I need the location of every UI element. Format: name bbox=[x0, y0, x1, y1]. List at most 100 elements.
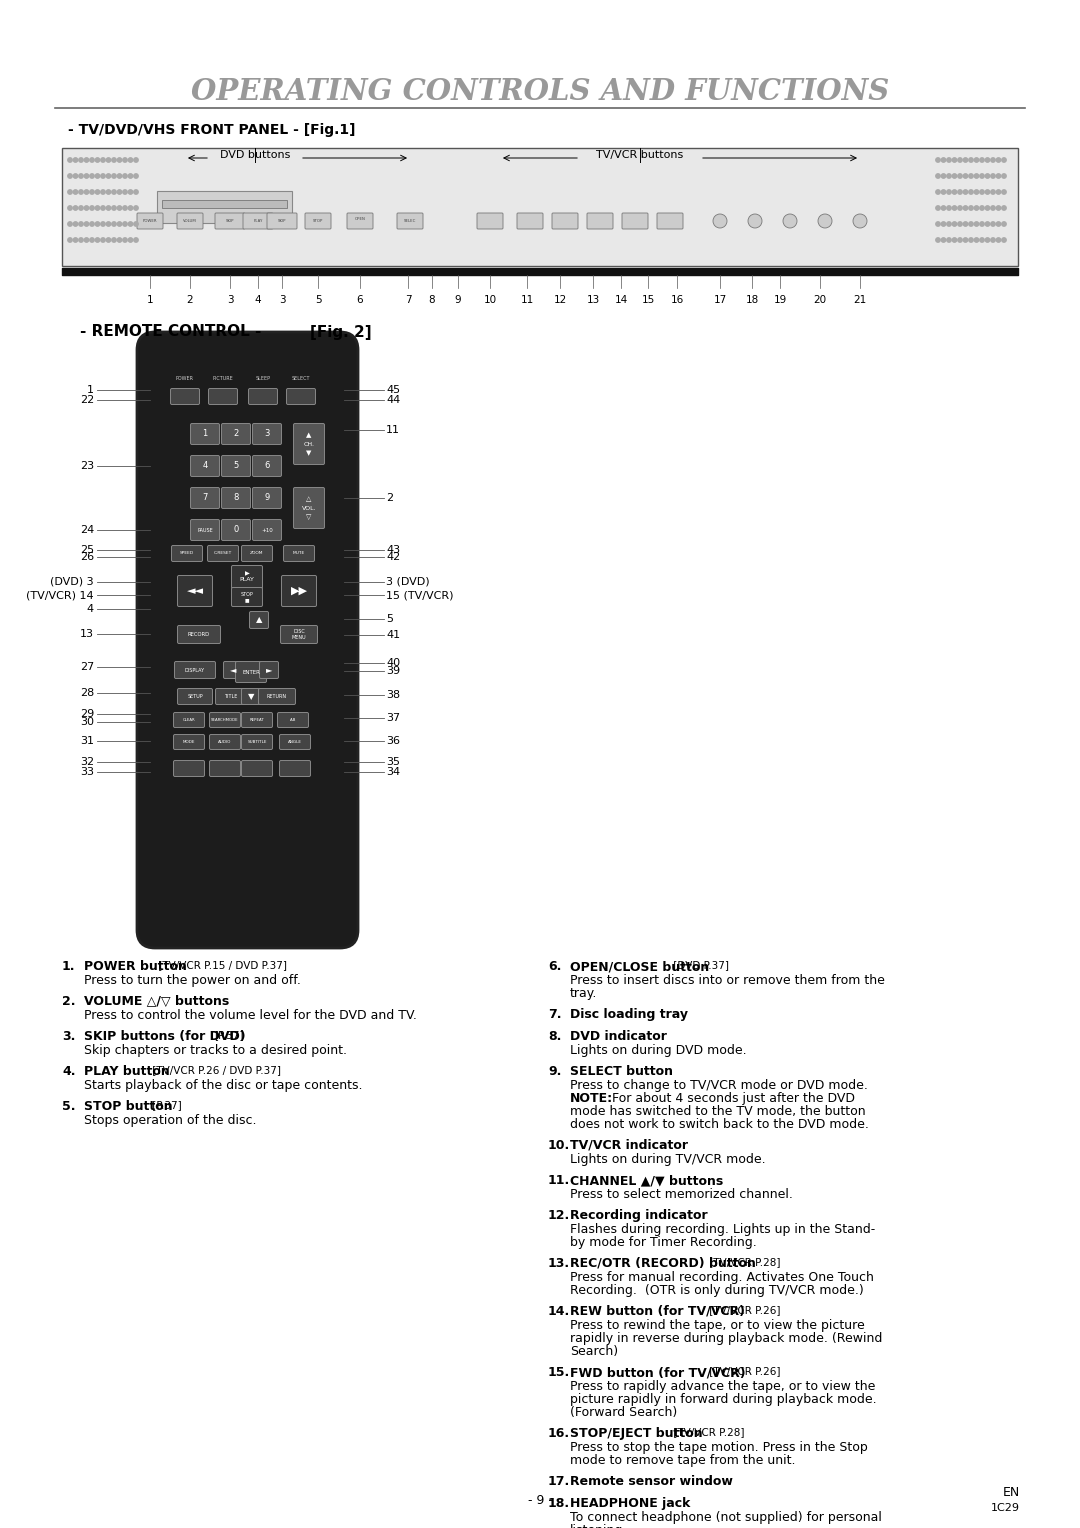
Circle shape bbox=[1002, 189, 1007, 194]
Circle shape bbox=[95, 174, 99, 179]
Circle shape bbox=[947, 189, 951, 194]
FancyBboxPatch shape bbox=[231, 565, 262, 588]
Circle shape bbox=[84, 174, 89, 179]
Circle shape bbox=[106, 157, 111, 162]
Text: 3 (DVD): 3 (DVD) bbox=[386, 578, 430, 587]
FancyBboxPatch shape bbox=[242, 689, 260, 704]
Circle shape bbox=[963, 157, 968, 162]
Circle shape bbox=[969, 206, 973, 211]
Text: 8: 8 bbox=[429, 295, 435, 306]
FancyBboxPatch shape bbox=[249, 611, 269, 628]
Circle shape bbox=[112, 206, 117, 211]
FancyBboxPatch shape bbox=[174, 712, 204, 727]
Circle shape bbox=[112, 157, 117, 162]
Text: REC/OTR (RECORD) button: REC/OTR (RECORD) button bbox=[570, 1258, 756, 1270]
Text: listening.: listening. bbox=[570, 1523, 627, 1528]
FancyBboxPatch shape bbox=[477, 212, 503, 229]
Text: Stops operation of the disc.: Stops operation of the disc. bbox=[84, 1114, 257, 1128]
Circle shape bbox=[953, 222, 957, 226]
Circle shape bbox=[818, 214, 832, 228]
Text: 18.: 18. bbox=[548, 1497, 570, 1510]
Text: PLAY: PLAY bbox=[254, 219, 262, 223]
FancyBboxPatch shape bbox=[231, 587, 262, 607]
FancyBboxPatch shape bbox=[243, 212, 273, 229]
Text: 6: 6 bbox=[265, 461, 270, 471]
Circle shape bbox=[106, 238, 111, 243]
Text: To connect headphone (not supplied) for personal: To connect headphone (not supplied) for … bbox=[570, 1511, 882, 1523]
Text: 5: 5 bbox=[314, 295, 322, 306]
Text: 28: 28 bbox=[80, 688, 94, 698]
Circle shape bbox=[90, 206, 94, 211]
FancyBboxPatch shape bbox=[177, 576, 213, 607]
Circle shape bbox=[129, 157, 133, 162]
Text: [DVD P.37]: [DVD P.37] bbox=[671, 960, 729, 970]
Text: +10: +10 bbox=[261, 527, 273, 532]
Circle shape bbox=[942, 206, 946, 211]
Text: 1: 1 bbox=[202, 429, 207, 439]
Text: DVD indicator: DVD indicator bbox=[570, 1030, 666, 1044]
Text: 16: 16 bbox=[671, 295, 684, 306]
Circle shape bbox=[112, 174, 117, 179]
Circle shape bbox=[134, 157, 138, 162]
Text: Recording indicator: Recording indicator bbox=[570, 1209, 707, 1222]
FancyBboxPatch shape bbox=[221, 455, 251, 477]
Circle shape bbox=[783, 214, 797, 228]
Text: 37: 37 bbox=[386, 714, 400, 723]
Text: 45: 45 bbox=[386, 385, 400, 396]
Circle shape bbox=[95, 206, 99, 211]
Text: Press to select memorized channel.: Press to select memorized channel. bbox=[570, 1187, 793, 1201]
Text: 36: 36 bbox=[386, 736, 400, 746]
Text: SUBTITLE: SUBTITLE bbox=[247, 740, 267, 744]
Text: C.RESET: C.RESET bbox=[214, 552, 232, 556]
Text: SELEC: SELEC bbox=[404, 219, 416, 223]
FancyBboxPatch shape bbox=[207, 545, 239, 561]
Text: (Forward Search): (Forward Search) bbox=[570, 1406, 677, 1420]
Text: 8.: 8. bbox=[548, 1030, 562, 1044]
Text: 16.: 16. bbox=[548, 1427, 570, 1439]
Text: CLEAR: CLEAR bbox=[183, 718, 195, 723]
Text: 19: 19 bbox=[773, 295, 786, 306]
FancyBboxPatch shape bbox=[62, 148, 1018, 266]
Text: 1: 1 bbox=[147, 295, 153, 306]
Text: 4: 4 bbox=[255, 295, 261, 306]
Text: 40: 40 bbox=[386, 659, 400, 668]
FancyBboxPatch shape bbox=[253, 423, 282, 445]
Circle shape bbox=[106, 174, 111, 179]
Text: SETUP: SETUP bbox=[187, 694, 203, 698]
Circle shape bbox=[73, 238, 78, 243]
Text: Recording.  (OTR is only during TV/VCR mode.): Recording. (OTR is only during TV/VCR mo… bbox=[570, 1284, 864, 1297]
Text: 4: 4 bbox=[86, 604, 94, 614]
Text: 10: 10 bbox=[484, 295, 497, 306]
Circle shape bbox=[958, 206, 962, 211]
Circle shape bbox=[974, 206, 978, 211]
Circle shape bbox=[79, 157, 83, 162]
Circle shape bbox=[123, 206, 127, 211]
FancyBboxPatch shape bbox=[242, 735, 272, 750]
Text: 10.: 10. bbox=[548, 1138, 570, 1152]
Circle shape bbox=[980, 157, 984, 162]
FancyBboxPatch shape bbox=[177, 212, 203, 229]
Text: VOLUM: VOLUM bbox=[184, 219, 197, 223]
Text: does not work to switch back to the DVD mode.: does not work to switch back to the DVD … bbox=[570, 1118, 869, 1131]
Text: STOP button: STOP button bbox=[84, 1100, 173, 1112]
Text: PLAY button: PLAY button bbox=[84, 1065, 170, 1077]
FancyBboxPatch shape bbox=[174, 735, 204, 750]
Text: ENTER: ENTER bbox=[242, 669, 260, 674]
Text: 41: 41 bbox=[386, 630, 400, 640]
Text: Press to rewind the tape, or to view the picture: Press to rewind the tape, or to view the… bbox=[570, 1319, 865, 1332]
Circle shape bbox=[990, 206, 995, 211]
Text: 20: 20 bbox=[813, 295, 826, 306]
FancyBboxPatch shape bbox=[190, 487, 219, 509]
Text: 3: 3 bbox=[279, 295, 285, 306]
Circle shape bbox=[990, 157, 995, 162]
FancyBboxPatch shape bbox=[174, 761, 204, 776]
Text: 1.: 1. bbox=[62, 960, 76, 973]
Circle shape bbox=[95, 222, 99, 226]
FancyBboxPatch shape bbox=[177, 689, 213, 704]
Circle shape bbox=[958, 174, 962, 179]
Text: 3: 3 bbox=[227, 295, 233, 306]
FancyBboxPatch shape bbox=[242, 761, 272, 776]
Circle shape bbox=[118, 206, 122, 211]
Text: 6: 6 bbox=[356, 295, 363, 306]
FancyBboxPatch shape bbox=[622, 212, 648, 229]
